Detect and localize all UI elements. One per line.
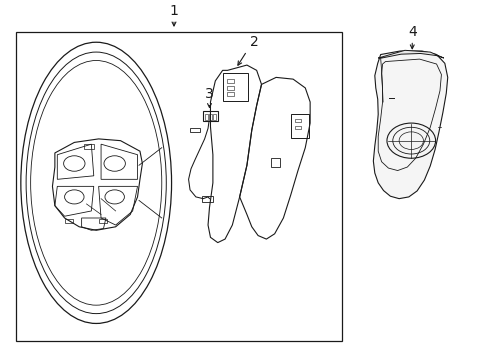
Bar: [16, 32, 341, 341]
Bar: [271, 158, 280, 167]
Text: 4: 4: [407, 25, 416, 39]
Bar: [202, 196, 212, 202]
Text: 1: 1: [169, 4, 178, 18]
Bar: [64, 219, 73, 223]
Bar: [226, 86, 234, 90]
Bar: [213, 114, 216, 120]
Bar: [208, 114, 211, 120]
Bar: [204, 114, 207, 120]
Bar: [99, 219, 107, 223]
Bar: [226, 79, 234, 83]
Text: 3: 3: [204, 87, 213, 101]
Bar: [190, 128, 200, 132]
Bar: [226, 92, 234, 96]
Polygon shape: [372, 51, 447, 199]
Polygon shape: [377, 50, 443, 58]
Bar: [294, 119, 301, 122]
Bar: [294, 126, 301, 129]
Text: 2: 2: [249, 35, 258, 49]
Bar: [84, 144, 94, 149]
